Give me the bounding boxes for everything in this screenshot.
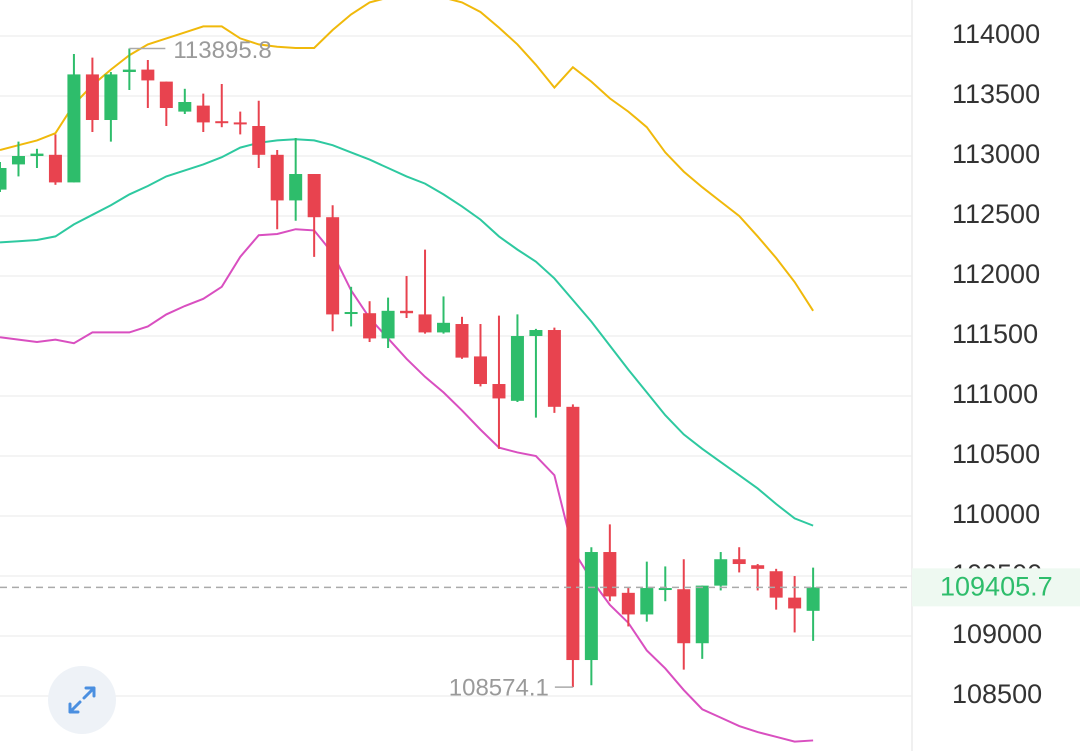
y-tick-label: 112500 [952, 199, 1040, 229]
candle-body [806, 587, 820, 611]
candle-body [547, 330, 561, 407]
plot-area [0, 0, 820, 743]
candle-body [621, 592, 635, 615]
candle-body [658, 588, 672, 591]
candle-body [326, 217, 340, 315]
candle-body [85, 74, 99, 121]
y-tick-label: 113000 [952, 139, 1040, 169]
candle-body [159, 81, 173, 109]
candle-body [11, 156, 25, 165]
candle-body [215, 121, 229, 124]
band-line [0, 0, 814, 312]
y-tick-label: 113500 [952, 79, 1040, 109]
candle-body [714, 559, 728, 586]
y-tick-label: 111000 [952, 379, 1038, 409]
candle-body [233, 122, 247, 125]
candle-body [603, 552, 617, 597]
candle-body [122, 69, 136, 73]
min-label: 108574.1 [449, 674, 549, 701]
candle-body [178, 102, 192, 112]
y-tick-label: 111500 [952, 319, 1038, 349]
candle-body [104, 74, 118, 121]
band-line [0, 228, 814, 743]
candle-body [400, 310, 414, 314]
candle-body [695, 585, 709, 644]
overlay: 113895.8 108574.1 109405.7 [0, 37, 1080, 701]
candle-body [732, 559, 746, 565]
candle-body [640, 588, 654, 615]
candle-body [529, 330, 543, 337]
candle-body [566, 406, 580, 661]
y-tick-label: 112000 [952, 259, 1040, 289]
last-price-label: 109405.7 [940, 571, 1053, 601]
candle-body [307, 174, 321, 218]
candle-body [455, 324, 469, 358]
candle-body [510, 336, 524, 401]
expand-button[interactable] [48, 666, 116, 734]
candle-body [418, 314, 432, 333]
candle-body [252, 126, 266, 155]
y-tick-label: 110000 [952, 499, 1040, 529]
grid [0, 35, 912, 697]
candle-body [788, 597, 802, 609]
candle-body [0, 168, 7, 190]
last-price-box [912, 568, 1080, 607]
y-tick-label: 109000 [952, 619, 1042, 649]
candle-body [584, 552, 598, 661]
candle-body [48, 154, 62, 183]
y-tick-label: 110500 [952, 439, 1040, 469]
candle-body [289, 174, 303, 201]
candle-body [769, 571, 783, 598]
candle-body [492, 384, 506, 399]
y-tick-label: 108500 [952, 679, 1042, 709]
y-tick-label: 114000 [952, 19, 1040, 49]
candle-body [677, 589, 691, 644]
candle-body [344, 312, 358, 315]
candle-body [363, 313, 377, 339]
candle-body [437, 322, 451, 333]
candle-body [196, 105, 210, 123]
candle-body [67, 74, 81, 183]
candle-body [751, 565, 765, 569]
band-line [0, 138, 814, 527]
candle-body [473, 356, 487, 385]
candle-body [381, 310, 395, 339]
candle-body [270, 154, 284, 201]
candle-body [141, 69, 155, 81]
candle-body [30, 153, 44, 157]
max-label: 113895.8 [173, 37, 271, 64]
